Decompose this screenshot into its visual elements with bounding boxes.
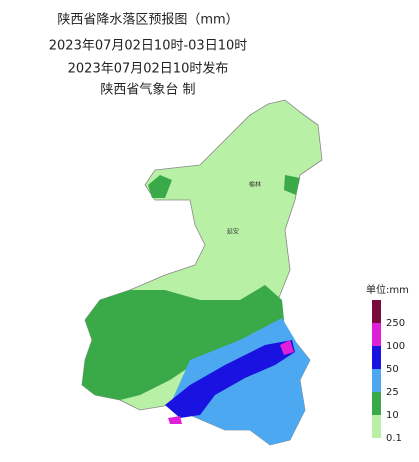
legend-label: 25 (386, 387, 399, 398)
legend-swatch (372, 346, 381, 369)
legend-label: 250 (386, 318, 405, 329)
region-10 (148, 175, 172, 198)
legend-label: 100 (386, 341, 405, 352)
subtitle: 2023年07月02日10时发布 (68, 61, 229, 77)
region-10 (284, 175, 300, 195)
city-label: 延安 (227, 228, 239, 236)
region-100 (280, 340, 294, 355)
title: 陕西省降水落区预报图（mm） (57, 13, 238, 28)
legend-swatch (372, 369, 381, 392)
subtitle: 陕西省气象台 制 (100, 82, 195, 98)
region-10 (82, 285, 285, 400)
legend-swatch (372, 300, 381, 323)
legend-label: 10 (386, 410, 399, 421)
legend-swatch (372, 415, 381, 438)
legend-swatch (372, 392, 381, 415)
region-50 (165, 340, 295, 418)
legend: 单位:mm 250 100 50 25 10 0.1 (366, 283, 409, 444)
province-map: 榆林 延安 (81, 99, 323, 446)
city-label: 榆林 (249, 181, 261, 189)
legend-label: 0.1 (386, 433, 402, 444)
legend-unit: 单位:mm (366, 283, 409, 296)
region-100 (168, 416, 182, 424)
legend-label: 50 (386, 364, 399, 375)
legend-swatch (372, 323, 381, 346)
subtitle: 2023年07月02日10时-03日10时 (49, 39, 248, 54)
